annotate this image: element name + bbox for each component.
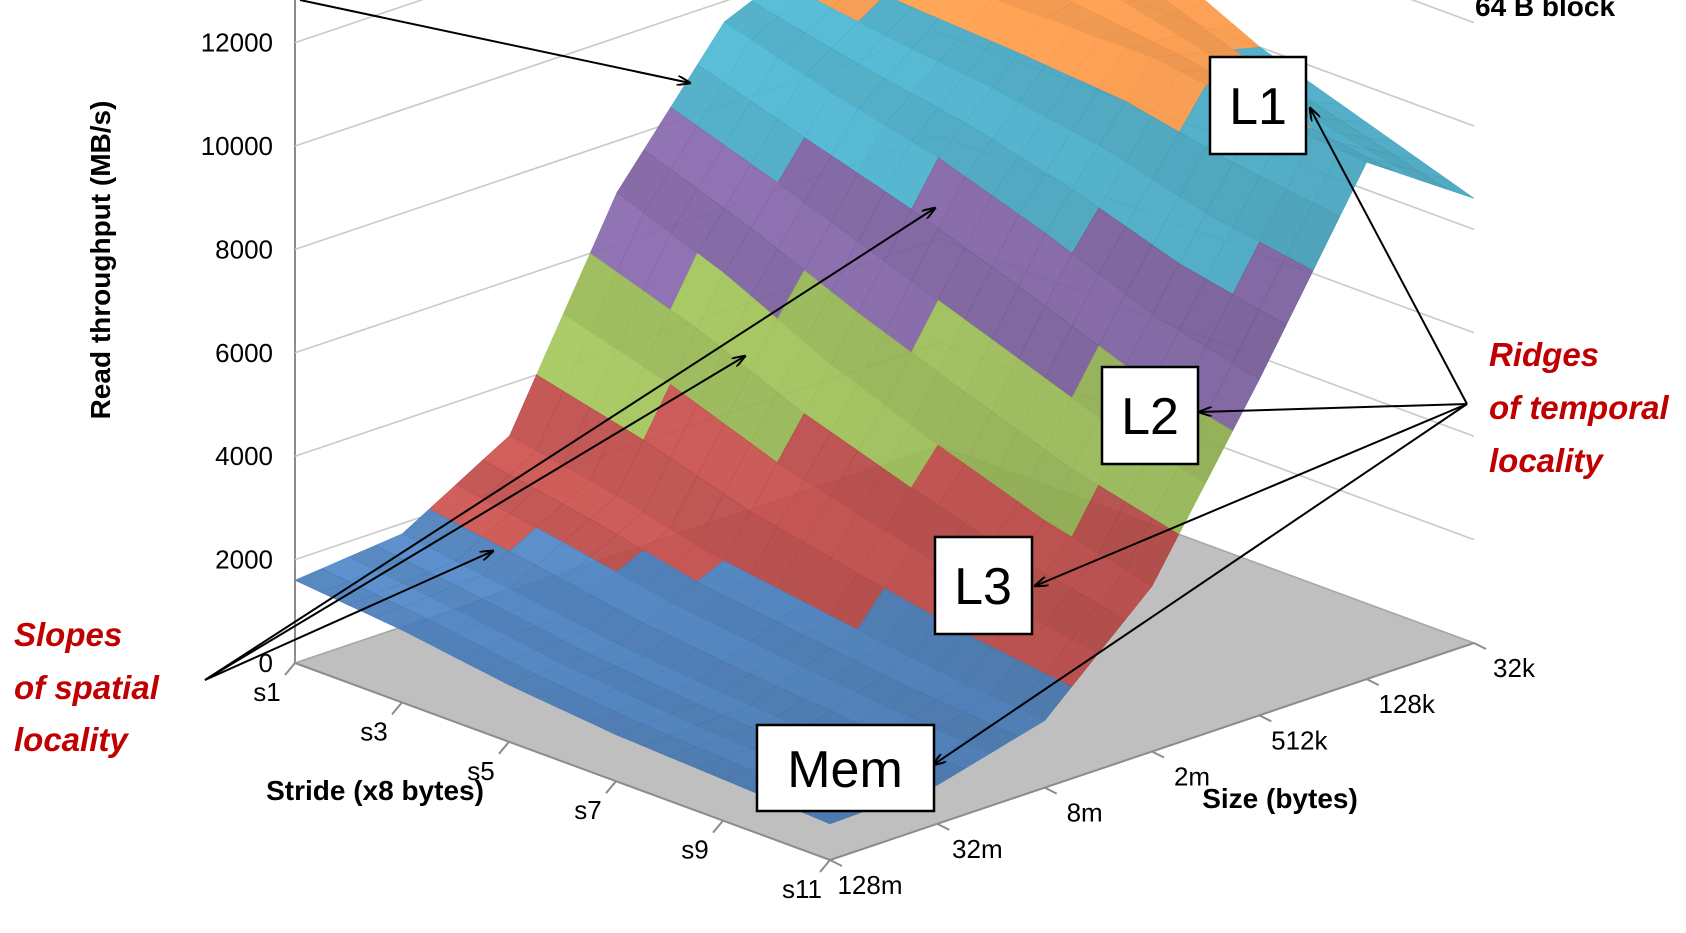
y-axis-title: Read throughput (MB/s)	[85, 101, 116, 420]
ridges-line-2: of temporal	[1489, 389, 1670, 426]
size-tick-label: 32m	[952, 834, 1003, 864]
stride-tick-mark	[498, 741, 510, 755]
stride-tick-mark	[284, 662, 296, 676]
stride-tick-label: s7	[574, 795, 601, 825]
surface-facet	[1420, 171, 1475, 199]
size-tick-label: 32k	[1493, 653, 1536, 683]
y-tick-label: 2000	[215, 545, 273, 575]
arrow-top-left	[299, 0, 690, 83]
callout-mem: Mem	[755, 723, 936, 813]
slopes-annotation: Slopes of spatial locality	[14, 616, 160, 758]
stride-tick-label: s1	[253, 677, 280, 707]
arrow-ridge-l3	[1035, 403, 1468, 586]
y-gridline-left	[294, 0, 731, 147]
size-tick-label: 128k	[1378, 689, 1435, 719]
ridges-line-3: locality	[1489, 442, 1604, 479]
arrow-slope-1	[204, 551, 493, 681]
stride-axis-ticks: s1 s3 s5 s7 s9 s11	[253, 662, 831, 904]
ridges-annotation: Ridges of temporal locality	[1489, 336, 1670, 479]
y-axis-ticks: 0200040006000800010000120001400016000	[201, 28, 273, 678]
callout-l1-label: L1	[1229, 78, 1287, 136]
y-tick-label: 8000	[215, 234, 273, 264]
size-tick-label: 512k	[1271, 725, 1328, 755]
x-axis-title: Stride (x8 bytes)	[266, 775, 484, 806]
size-tick-mark	[1151, 750, 1165, 759]
surface-plot	[294, 0, 1475, 825]
slopes-line-3: locality	[14, 721, 129, 758]
ridges-line-1: Ridges	[1489, 336, 1599, 373]
stride-tick-label: s3	[360, 716, 387, 746]
callout-l2-label: L2	[1121, 388, 1179, 446]
slopes-line-2: of spatial	[14, 669, 160, 706]
arrow-ridge-l2	[1199, 403, 1468, 412]
stride-tick-mark	[391, 701, 403, 716]
size-tick-label: 2m	[1174, 762, 1210, 792]
y-tick-label: 6000	[215, 338, 273, 368]
y-tick-label: 0	[259, 648, 273, 678]
stride-axis-line	[294, 662, 831, 861]
callout-l1: L1	[1208, 55, 1308, 156]
size-axis-title: Size (bytes)	[1202, 783, 1358, 814]
size-tick-mark	[1366, 678, 1380, 687]
callout-mem-label: Mem	[787, 741, 903, 799]
arrow-slope-2	[204, 356, 745, 681]
callout-l3: L3	[933, 535, 1034, 636]
size-tick-mark	[829, 859, 843, 867]
y-tick-label: 12000	[201, 28, 273, 58]
size-tick-mark	[1258, 714, 1272, 723]
size-tick-label: 8m	[1067, 798, 1103, 828]
stride-tick-label: s11	[782, 874, 822, 904]
size-tick-mark	[1044, 786, 1058, 795]
stride-tick-label: s9	[681, 835, 708, 865]
stride-tick-mark	[819, 859, 831, 873]
callout-l3-label: L3	[954, 558, 1012, 616]
size-tick-label: 128m	[837, 870, 902, 900]
arrow-ridge-l1	[1310, 108, 1468, 405]
y-tick-label: 10000	[201, 131, 273, 161]
stride-tick-mark	[605, 780, 617, 794]
size-tick-mark	[1473, 642, 1487, 650]
arrow-ridge-mem	[933, 403, 1468, 765]
y-gridline-left	[294, 0, 424, 44]
callout-l2: L2	[1100, 365, 1200, 466]
annotation-arrows	[204, 0, 1468, 765]
arrow-slope-3	[204, 208, 935, 681]
stride-tick-label: s5	[467, 756, 494, 786]
stride-tick-mark	[712, 819, 724, 834]
y-tick-label: 4000	[215, 441, 273, 471]
top-right-fragment: 64 B block	[1475, 0, 1615, 22]
slopes-line-1: Slopes	[14, 616, 122, 653]
size-axis-ticks: 32k 128k 512k 2m 8m 32m 128m	[829, 642, 1536, 900]
size-tick-mark	[936, 822, 950, 831]
